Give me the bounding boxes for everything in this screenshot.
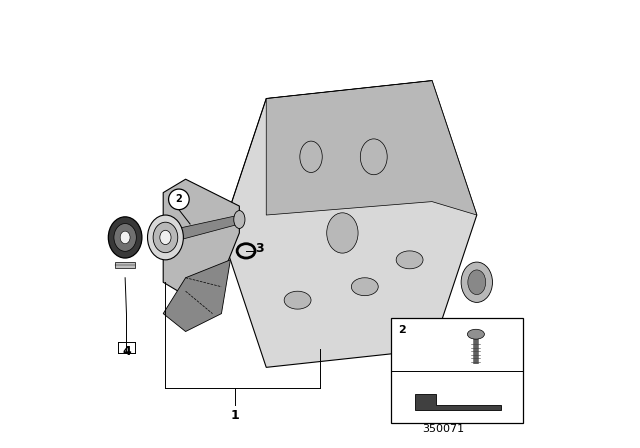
Polygon shape <box>163 179 239 296</box>
Ellipse shape <box>160 230 171 245</box>
Text: 2: 2 <box>398 325 406 335</box>
Text: 4: 4 <box>122 345 131 358</box>
Polygon shape <box>165 215 239 244</box>
Ellipse shape <box>461 262 493 302</box>
Polygon shape <box>221 81 477 367</box>
Ellipse shape <box>284 291 311 309</box>
Ellipse shape <box>327 213 358 253</box>
Ellipse shape <box>147 215 184 260</box>
Polygon shape <box>415 394 500 410</box>
Polygon shape <box>163 260 230 332</box>
Ellipse shape <box>300 141 323 172</box>
Ellipse shape <box>467 329 484 339</box>
Ellipse shape <box>108 217 142 258</box>
Text: 3: 3 <box>255 242 264 255</box>
Ellipse shape <box>114 224 136 251</box>
Ellipse shape <box>360 139 387 175</box>
Ellipse shape <box>351 278 378 296</box>
Polygon shape <box>115 262 136 268</box>
Polygon shape <box>266 81 477 215</box>
Ellipse shape <box>396 251 423 269</box>
Text: 1: 1 <box>230 409 239 422</box>
Ellipse shape <box>153 222 178 253</box>
Text: 350071: 350071 <box>422 424 464 434</box>
Circle shape <box>168 189 189 210</box>
Ellipse shape <box>468 270 486 295</box>
Bar <box>391 318 523 423</box>
Text: 2: 2 <box>175 194 182 204</box>
Ellipse shape <box>120 231 130 244</box>
Ellipse shape <box>234 211 245 228</box>
